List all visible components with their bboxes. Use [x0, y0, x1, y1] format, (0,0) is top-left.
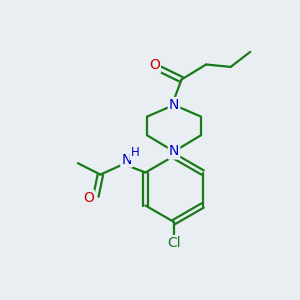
- Text: N: N: [169, 145, 179, 158]
- Text: H: H: [130, 146, 139, 159]
- Text: N: N: [169, 98, 179, 112]
- Text: Cl: Cl: [167, 236, 181, 250]
- Text: N: N: [121, 153, 132, 166]
- Text: O: O: [149, 58, 160, 72]
- Text: O: O: [83, 191, 94, 205]
